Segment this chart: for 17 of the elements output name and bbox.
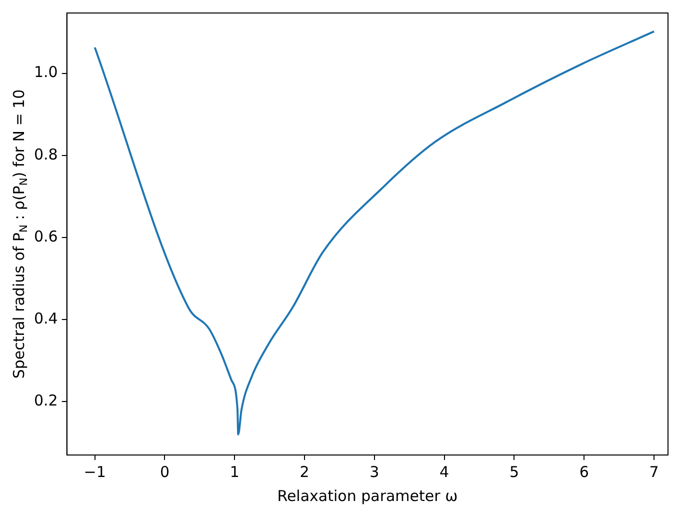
y-tick-label: 1.0 — [34, 63, 58, 82]
x-tick-label: 4 — [440, 462, 450, 481]
x-tick-label: 1 — [230, 462, 240, 481]
x-axis-title: Relaxation parameter ω — [277, 486, 458, 505]
y-tick-label: 0.6 — [34, 227, 58, 246]
x-tick-label: −1 — [84, 462, 106, 481]
x-tick-label: 2 — [300, 462, 310, 481]
x-tick-label: 3 — [370, 462, 380, 481]
y-tick-label: 0.2 — [34, 392, 58, 410]
y-tick-label: 0.4 — [34, 309, 58, 328]
x-tick-label: 5 — [509, 462, 519, 481]
y-axis-title: Spectral radius of PN : ρ(PN) for N = 10 — [10, 89, 30, 379]
x-tick-label: 6 — [579, 462, 589, 481]
y-tick-label: 0.8 — [34, 145, 58, 164]
x-tick-label: 0 — [160, 462, 170, 481]
line-series — [94, 30, 656, 436]
x-tick-label: 7 — [649, 462, 659, 481]
